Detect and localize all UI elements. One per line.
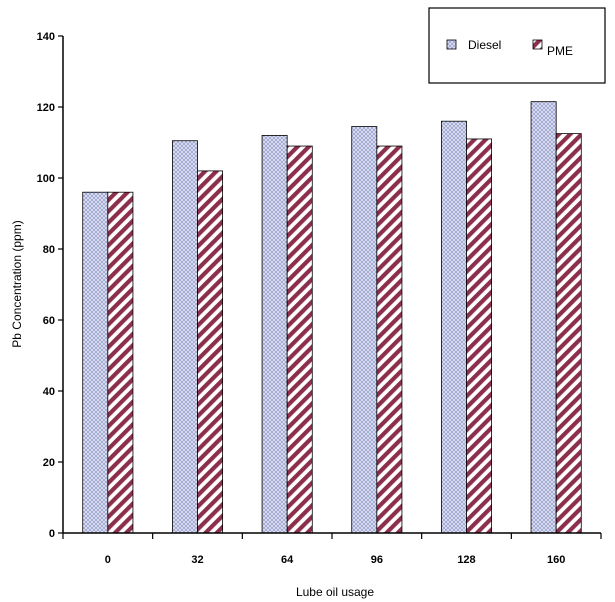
bars-group <box>82 101 582 534</box>
x-tick-label: 0 <box>105 554 111 566</box>
bar-diesel-0 <box>82 191 109 534</box>
y-tick-label: 140 <box>37 31 55 43</box>
bar-diesel-160 <box>530 101 557 534</box>
legend-swatch-diesel <box>446 39 457 50</box>
y-axis-ticks: 0 20 40 60 80 100 120 140 <box>37 31 63 540</box>
bar-pme-64 <box>286 145 313 534</box>
legend-swatch-pme <box>532 39 543 50</box>
y-tick-label: 120 <box>37 102 55 114</box>
x-tick-label: 128 <box>457 554 475 566</box>
legend: Diesel PME <box>428 7 606 84</box>
x-axis-ticks: 0 32 64 96 128 160 <box>62 533 602 566</box>
bar-pme-160 <box>555 133 582 534</box>
x-tick-label: 64 <box>281 554 294 566</box>
bar-diesel-32 <box>171 140 198 534</box>
y-tick-label: 100 <box>37 173 55 185</box>
legend-box <box>428 7 606 84</box>
x-tick-label: 96 <box>371 554 383 566</box>
y-tick-label: 80 <box>43 244 55 256</box>
y-tick-label: 20 <box>43 457 55 469</box>
legend-label-diesel: Diesel <box>468 38 501 52</box>
legend-label-pme: PME <box>547 44 573 58</box>
bar-pme-96 <box>376 145 403 534</box>
bar-diesel-128 <box>440 120 467 534</box>
bar-pme-128 <box>466 138 493 534</box>
y-tick-label: 0 <box>49 528 55 540</box>
bar-diesel-64 <box>261 134 288 534</box>
y-axis-title: Pb Concentration (ppm) <box>10 220 24 347</box>
x-axis-title: Lube oil usage <box>296 585 374 599</box>
bar-pme-0 <box>107 191 134 534</box>
bar-pme-32 <box>197 170 224 534</box>
x-tick-label: 160 <box>547 554 565 566</box>
bar-diesel-96 <box>351 126 378 534</box>
y-tick-label: 40 <box>43 386 55 398</box>
y-tick-label: 60 <box>43 315 55 327</box>
x-tick-label: 32 <box>191 554 203 566</box>
